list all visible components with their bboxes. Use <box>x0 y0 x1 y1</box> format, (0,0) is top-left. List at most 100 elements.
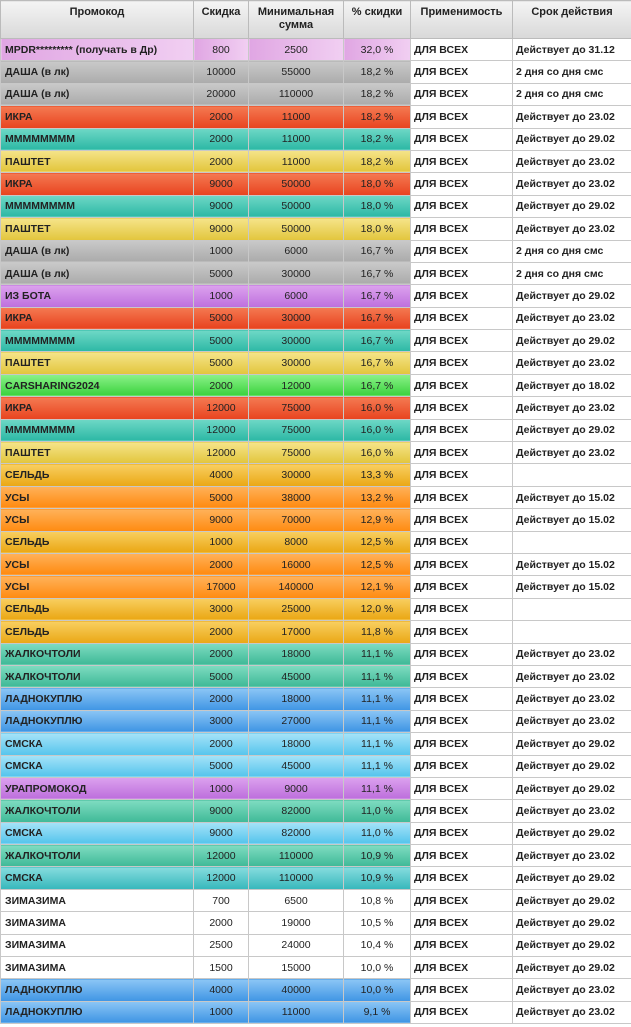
percent-cell: 16,7 % <box>343 261 411 286</box>
discount-cell: 4000 <box>193 978 249 1002</box>
min-sum-cell: 70000 <box>248 508 344 532</box>
applicability-cell: ДЛЯ ВСЕХ <box>410 149 513 174</box>
applicability-cell: ДЛЯ ВСЕХ <box>410 530 513 554</box>
promocode-cell: ЗИМАЗИМА <box>0 956 194 980</box>
validity-cell: Действует до 29.02 <box>512 911 631 935</box>
percent-cell: 10,9 % <box>343 866 411 890</box>
min-sum-cell: 30000 <box>248 261 344 286</box>
promocode-cell: ДАША (в лк) <box>0 239 194 263</box>
promocode-cell: УСЫ <box>0 485 194 510</box>
percent-cell: 12,9 % <box>343 508 411 532</box>
min-sum-cell: 75000 <box>248 418 344 443</box>
validity-cell: Действует до 29.02 <box>512 284 631 308</box>
percent-cell: 13,3 % <box>343 463 411 487</box>
table-row: ЖАЛКОЧТОЛИ 12000 110000 10,9 % ДЛЯ ВСЕХ Дейст… <box>0 844 631 868</box>
header-row: Промокод Скидка Минимальная сумма % скид… <box>0 0 631 39</box>
discount-cell: 2000 <box>193 911 249 935</box>
table-row: MPDR********* (получать в Др) 800 2500 32,0… <box>0 37 631 62</box>
discount-cell: 12000 <box>193 396 249 420</box>
table-row: ПАШТЕТ 5000 30000 16,7 % ДЛЯ ВСЕХ Действует д… <box>0 351 631 375</box>
discount-cell: 3000 <box>193 709 249 734</box>
validity-cell: Действует до 23.02 <box>512 217 631 241</box>
validity-cell: Действует до 29.02 <box>512 866 631 890</box>
percent-cell: 11,1 % <box>343 642 411 666</box>
promocode-cell: УСЫ <box>0 552 194 577</box>
discount-cell: 17000 <box>193 575 249 599</box>
applicability-cell: ДЛЯ ВСЕХ <box>410 60 513 84</box>
applicability-cell: ДЛЯ ВСЕХ <box>410 754 513 778</box>
table-row: СЕЛЬДЬ 2000 17000 11,8 % ДЛЯ ВСЕХ <box>0 620 631 644</box>
validity-cell: Действует до 23.02 <box>512 105 631 129</box>
discount-cell: 2500 <box>193 933 249 958</box>
validity-cell: 2 дня со дня смс <box>512 60 631 84</box>
discount-cell: 5000 <box>193 329 249 353</box>
percent-cell: 16,0 % <box>343 441 411 465</box>
promocode-cell: ИКРА <box>0 105 194 129</box>
percent-cell: 11,1 % <box>343 776 411 801</box>
validity-cell: Действует до 23.02 <box>512 351 631 375</box>
header-applicability: Применимость <box>410 0 513 39</box>
promocode-cell: СМСКА <box>0 866 194 890</box>
promocode-cell: ЖАЛКОЧТОЛИ <box>0 664 194 689</box>
min-sum-cell: 15000 <box>248 956 344 980</box>
promocode-cell: ЛАДНОКУПЛЮ <box>0 709 194 734</box>
table-body: MPDR********* (получать в Др) 800 2500 32,0… <box>0 37 631 1025</box>
percent-cell: 18,2 % <box>343 105 411 129</box>
table-row: СМСКА 12000 110000 10,9 % ДЛЯ ВСЕХ Действует … <box>0 866 631 890</box>
min-sum-cell: 11000 <box>248 127 344 151</box>
discount-cell: 20000 <box>193 82 249 107</box>
percent-cell: 18,2 % <box>343 127 411 151</box>
table-row: ЗИМАЗИМА 1500 15000 10,0 % ДЛЯ ВСЕХ Действует… <box>0 956 631 980</box>
applicability-cell: ДЛЯ ВСЕХ <box>410 172 513 196</box>
applicability-cell: ДЛЯ ВСЕХ <box>410 709 513 734</box>
percent-cell: 12,1 % <box>343 575 411 599</box>
percent-cell: 10,4 % <box>343 933 411 958</box>
percent-cell: 11,1 % <box>343 754 411 778</box>
discount-cell: 9000 <box>193 172 249 196</box>
validity-cell: Действует до 29.02 <box>512 933 631 958</box>
validity-cell: Действует до 29.02 <box>512 732 631 756</box>
header-discount: Скидка <box>193 0 249 39</box>
min-sum-cell: 25000 <box>248 597 344 622</box>
validity-cell: Действует до 18.02 <box>512 373 631 398</box>
percent-cell: 16,7 % <box>343 239 411 263</box>
table-row: ЖАЛКОЧТОЛИ 2000 18000 11,1 % ДЛЯ ВСЕХ Действу… <box>0 642 631 666</box>
promocode-cell: ПАШТЕТ <box>0 351 194 375</box>
validity-cell: Действует до 29.02 <box>512 127 631 151</box>
table-row: ИЗ БОТА 1000 6000 16,7 % ДЛЯ ВСЕХ Действует д… <box>0 284 631 308</box>
min-sum-cell: 50000 <box>248 194 344 219</box>
table-row: ИКРА 2000 11000 18,2 % ДЛЯ ВСЕХ Действует до … <box>0 105 631 129</box>
validity-cell: Действует до 29.02 <box>512 754 631 778</box>
percent-cell: 11,1 % <box>343 664 411 689</box>
table-row: ИКРА 12000 75000 16,0 % ДЛЯ ВСЕХ Действует до… <box>0 396 631 420</box>
percent-cell: 11,0 % <box>343 799 411 823</box>
validity-cell: Действует до 31.12 <box>512 37 631 62</box>
promocode-cell: ЛАДНОКУПЛЮ <box>0 687 194 711</box>
table-row: УСЫ 17000 140000 12,1 % ДЛЯ ВСЕХ Действует до… <box>0 575 631 599</box>
discount-cell: 12000 <box>193 866 249 890</box>
applicability-cell: ДЛЯ ВСЕХ <box>410 82 513 107</box>
applicability-cell: ДЛЯ ВСЕХ <box>410 508 513 532</box>
table-row: ЛАДНОКУПЛЮ 2000 18000 11,1 % ДЛЯ ВСЕХ Действу… <box>0 687 631 711</box>
validity-cell: Действует до 29.02 <box>512 956 631 980</box>
percent-cell: 9,1 % <box>343 1000 411 1025</box>
percent-cell: 32,0 % <box>343 37 411 62</box>
percent-cell: 12,5 % <box>343 552 411 577</box>
min-sum-cell: 40000 <box>248 978 344 1002</box>
discount-cell: 2000 <box>193 127 249 151</box>
applicability-cell: ДЛЯ ВСЕХ <box>410 732 513 756</box>
table-row: ММММММММ 9000 50000 18,0 % ДЛЯ ВСЕХ Действует… <box>0 194 631 219</box>
percent-cell: 18,2 % <box>343 149 411 174</box>
validity-cell: Действует до 23.02 <box>512 978 631 1002</box>
percent-cell: 10,9 % <box>343 844 411 868</box>
discount-cell: 5000 <box>193 485 249 510</box>
discount-cell: 9000 <box>193 508 249 532</box>
promocode-cell: ЖАЛКОЧТОЛИ <box>0 642 194 666</box>
min-sum-cell: 50000 <box>248 172 344 196</box>
percent-cell: 18,0 % <box>343 194 411 219</box>
validity-cell: Действует до 23.02 <box>512 441 631 465</box>
min-sum-cell: 50000 <box>248 217 344 241</box>
discount-cell: 12000 <box>193 418 249 443</box>
table-row: СЕЛЬДЬ 4000 30000 13,3 % ДЛЯ ВСЕХ <box>0 463 631 487</box>
